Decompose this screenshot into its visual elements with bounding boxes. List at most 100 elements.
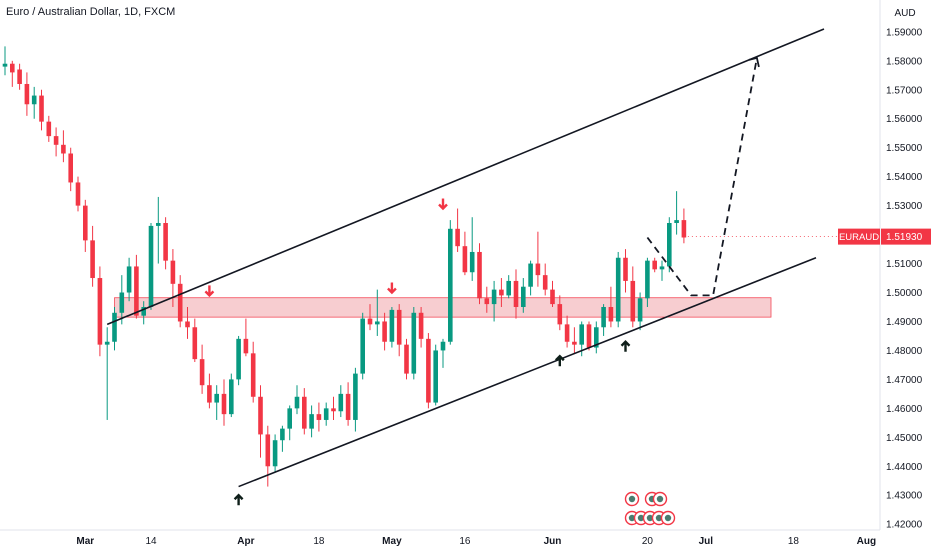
candle-body [331, 408, 336, 412]
x-tick-label: Jun [544, 536, 562, 547]
candle-body [207, 385, 212, 403]
event-badge-dot [655, 514, 663, 522]
event-badge-dot [637, 514, 645, 522]
candle-body [104, 341, 110, 345]
candle-body [418, 312, 424, 339]
candle-body [75, 182, 81, 206]
candle-body [411, 312, 417, 374]
x-tick-label: 14 [145, 536, 157, 547]
candle-body [586, 324, 592, 348]
candle-body [302, 396, 307, 429]
x-tick-label: Aug [857, 536, 876, 547]
event-badge-dot [664, 514, 672, 522]
candle-body [134, 266, 139, 316]
candle-body [265, 434, 271, 467]
x-tick-label: 20 [642, 536, 654, 547]
candle-body [491, 289, 497, 305]
event-badge-dot [646, 514, 654, 522]
candle-body [469, 251, 475, 273]
candle-body [477, 251, 482, 299]
sell-arrow-icon [387, 282, 397, 295]
candle-body [594, 327, 599, 348]
candle-body [521, 286, 526, 307]
arrow-head [387, 287, 397, 295]
y-tick-label: 1.59000 [886, 27, 923, 38]
candle-body [360, 318, 365, 374]
candle-body [637, 298, 643, 322]
candle-body [433, 350, 438, 403]
arrow-head [233, 493, 244, 501]
buy-arrow-icon [554, 354, 565, 367]
candle-body [579, 324, 584, 345]
candle-body [674, 220, 679, 224]
projection-path [646, 57, 758, 297]
candle-body [404, 344, 409, 374]
candle-body [448, 228, 453, 342]
candle-body [126, 266, 132, 293]
candle-body [90, 240, 95, 279]
channel-lower-line [238, 257, 817, 488]
y-tick-label: 1.48000 [886, 346, 923, 357]
event-badge-dot [628, 514, 636, 522]
candle-body [382, 321, 387, 342]
candle-body [550, 289, 555, 305]
candle-body [499, 289, 504, 296]
candle-body [229, 379, 234, 415]
candle-body [31, 95, 37, 105]
y-tick-label: 1.56000 [886, 114, 923, 125]
economic-events-icons [624, 491, 676, 526]
candle-body [17, 69, 22, 84]
candle-body [280, 428, 285, 441]
candle-body [250, 353, 256, 397]
sell-arrow-icon [438, 198, 448, 211]
candle-body [615, 257, 621, 322]
candle-body [440, 341, 446, 351]
candle-body [83, 205, 88, 241]
candle-body [338, 393, 344, 412]
x-tick-label: 16 [459, 536, 471, 547]
x-tick-label: Jul [699, 536, 714, 547]
candle-body [396, 309, 402, 345]
candle-body [572, 341, 577, 345]
candle-body [623, 257, 628, 281]
candle-body [367, 318, 373, 325]
event-badge-dot [656, 495, 664, 503]
candle-body [345, 393, 351, 420]
y-tick-label: 1.51000 [886, 259, 923, 270]
event-badge-dot [628, 495, 636, 503]
candle-body [177, 283, 183, 322]
candle-body [112, 312, 117, 342]
candle-body [535, 263, 541, 276]
candle-body [389, 309, 395, 342]
y-tick-label: 1.46000 [886, 404, 923, 415]
candle-body [163, 223, 168, 261]
candle-body [156, 223, 161, 226]
candle-body [630, 280, 636, 322]
y-tick-label: 1.53000 [886, 201, 923, 212]
candle-body [39, 95, 44, 122]
candle-body [236, 338, 241, 380]
candle-body [323, 408, 329, 420]
x-tick-label: 18 [788, 536, 800, 547]
candle-body [528, 263, 533, 287]
price-axis-area [880, 0, 932, 550]
candle-body [2, 63, 8, 67]
arrow-head [204, 290, 215, 298]
candle-body [68, 153, 73, 183]
candle-body [185, 321, 190, 328]
candle-body [667, 223, 672, 267]
candle-body [645, 260, 650, 299]
currency-label: AUD [894, 8, 915, 19]
candle-body [484, 298, 490, 305]
candle-body [426, 338, 431, 403]
candle-body [294, 396, 300, 409]
candle-body [214, 393, 219, 403]
y-tick-label: 1.44000 [886, 462, 923, 473]
candle-body [455, 228, 460, 247]
candle-body [221, 393, 227, 415]
arrow-head [554, 354, 565, 362]
y-tick-label: 1.42000 [886, 520, 923, 531]
sell-arrow-icon [204, 285, 215, 298]
